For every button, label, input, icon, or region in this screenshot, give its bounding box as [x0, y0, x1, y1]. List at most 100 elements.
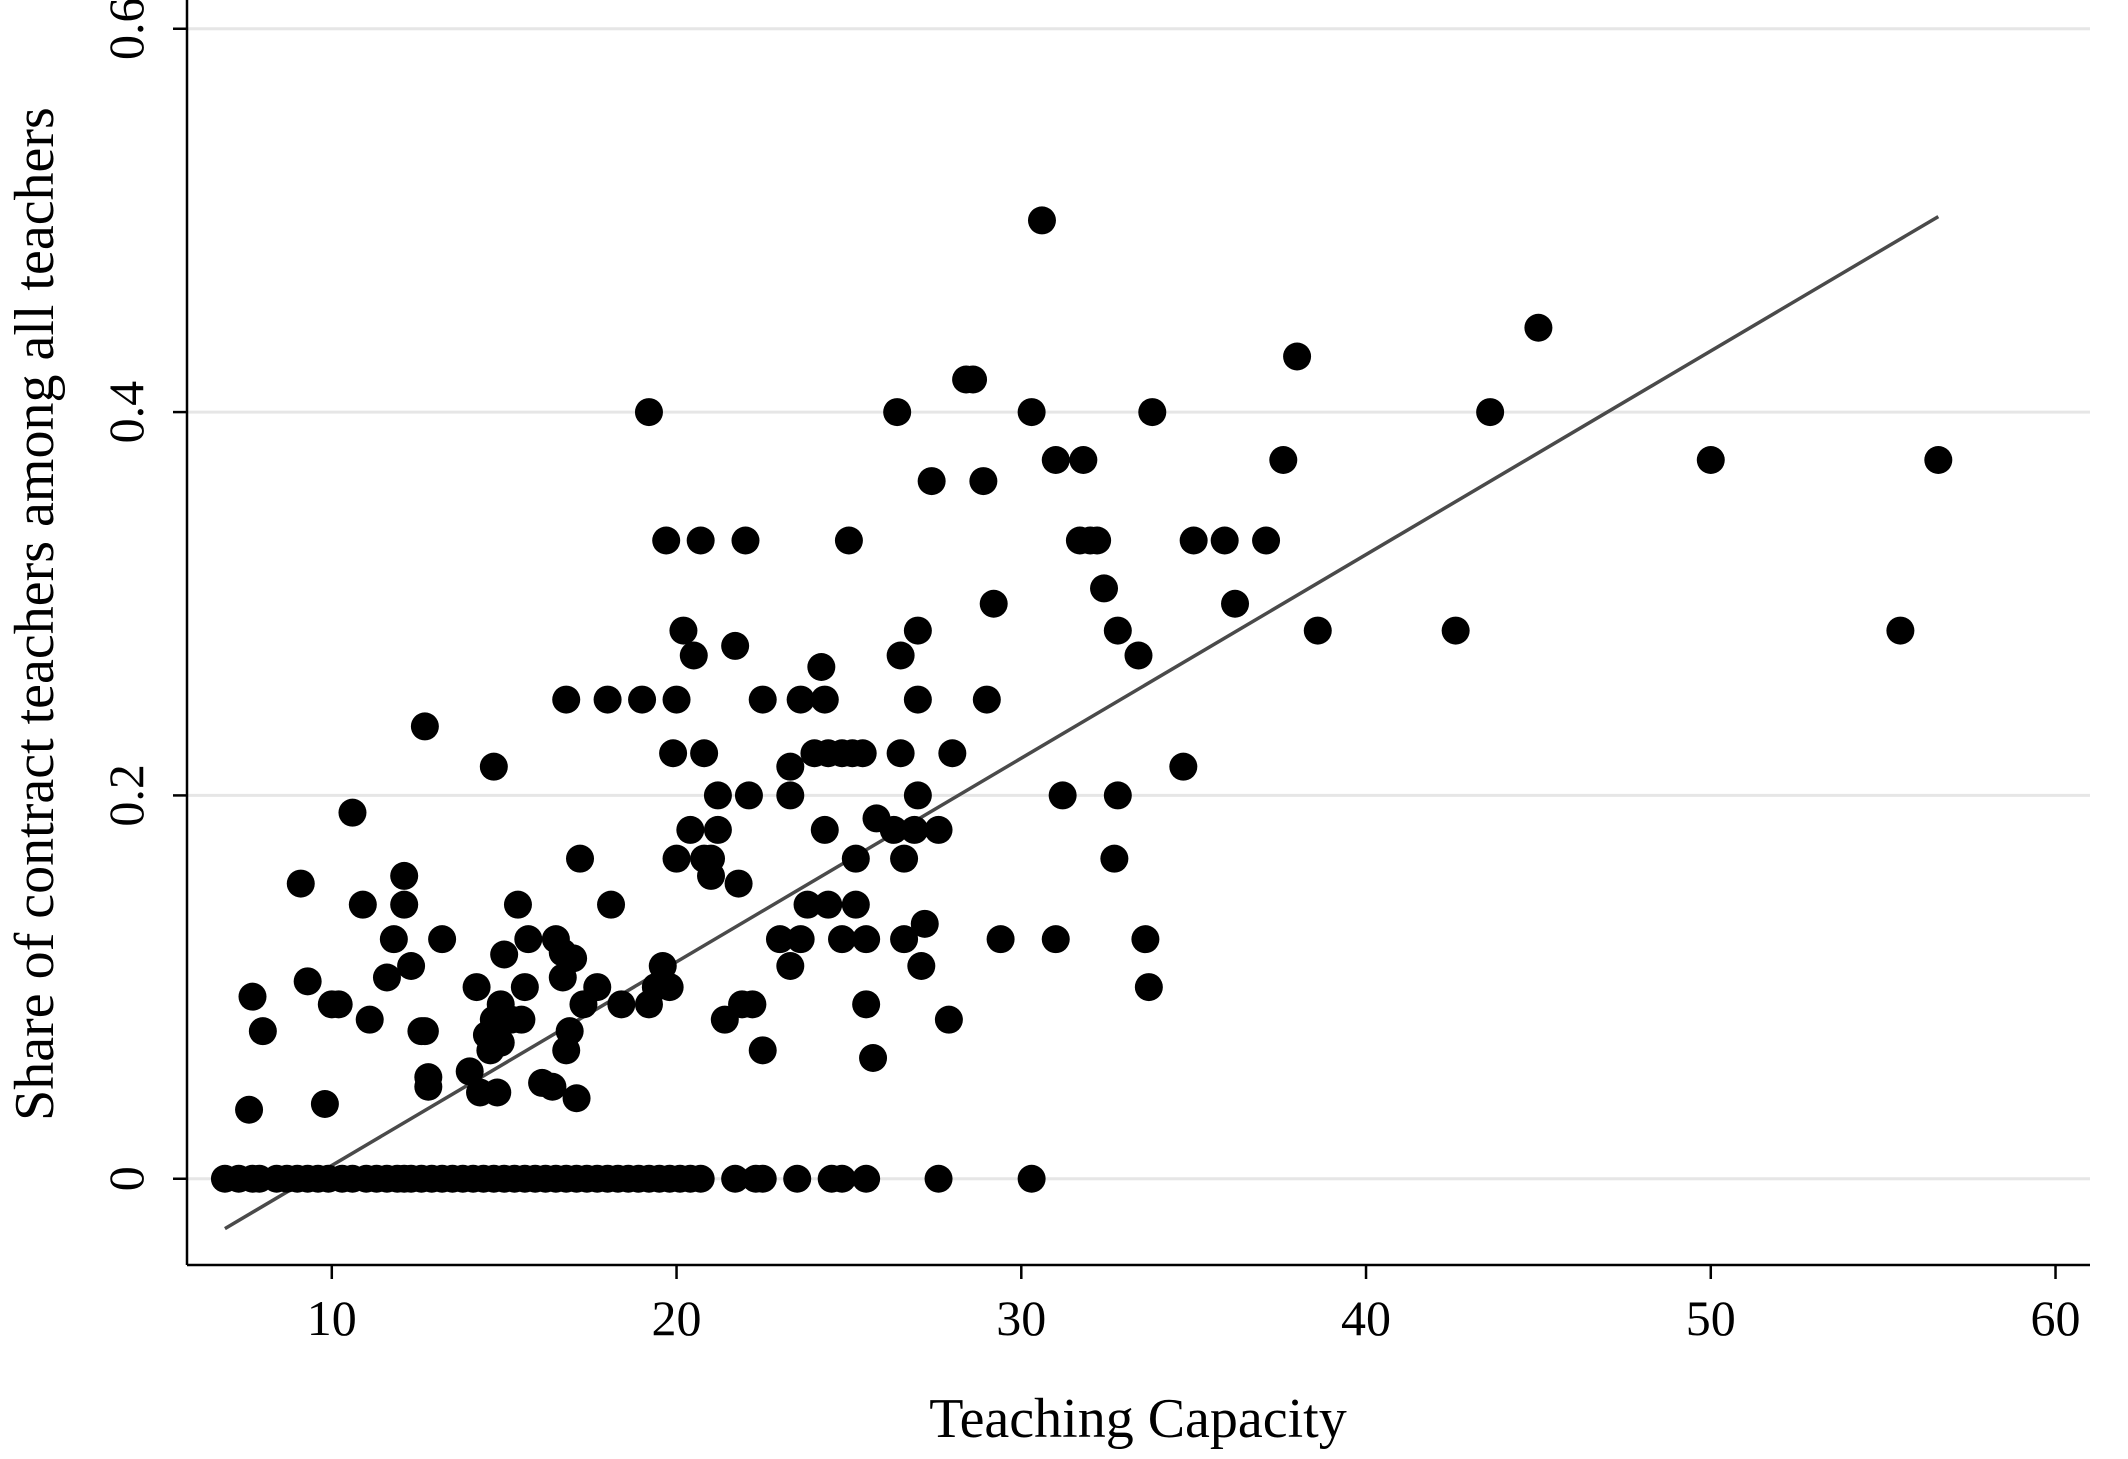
scatter-point [748, 685, 777, 714]
scatter-point [235, 1095, 264, 1124]
scatter-point [979, 589, 1008, 618]
scatter-point [1100, 844, 1129, 873]
scatter-point [852, 1164, 881, 1193]
scatter-point [924, 1164, 953, 1193]
x-axis-title: Teaching Capacity [929, 1388, 1346, 1450]
scatter-point [1696, 446, 1725, 474]
scatter-point [1476, 398, 1505, 427]
scatter-point [1103, 616, 1132, 645]
scatter-point [903, 685, 932, 714]
scatter-point [959, 365, 988, 394]
scatter-point [410, 1017, 439, 1046]
scatter-point [883, 398, 912, 427]
scatter-point [648, 952, 677, 980]
scatter-point [669, 616, 698, 645]
scatter-point [1134, 973, 1163, 1002]
scatter-point [814, 890, 843, 919]
scatter-point [324, 990, 353, 1019]
scatter-point [1169, 752, 1198, 781]
x-tick-label: 30 [996, 1290, 1046, 1346]
scatter-point [490, 940, 519, 969]
scatter-point [738, 990, 767, 1019]
scatter-point [1283, 342, 1312, 371]
scatter-point [1924, 446, 1953, 474]
scatter-point [238, 982, 267, 1011]
scatter-point [676, 815, 705, 844]
scatter-point [810, 685, 839, 714]
scatter-point [721, 1164, 750, 1193]
scatter-point [507, 1005, 536, 1034]
scatter-point [390, 861, 419, 890]
fit-line [224, 215, 1940, 1231]
scatter-point [1048, 781, 1077, 810]
scatter-point [593, 685, 622, 714]
scatter-point [938, 739, 967, 768]
scatter-point [1138, 398, 1167, 427]
ticks: 0 0.2 0.4 0.6 10 20 30 40 50 60 [98, 0, 2081, 1346]
scatter-point [286, 869, 315, 898]
gridlines [187, 27, 2090, 1181]
scatter-point [1041, 446, 1070, 474]
scatter-point [1017, 398, 1046, 427]
scatter-point [1041, 925, 1070, 954]
scatter-point [917, 467, 946, 496]
scatter-point [628, 685, 657, 714]
scatter-point [886, 739, 915, 768]
scatter-point [397, 952, 426, 980]
scatter-point [555, 1017, 584, 1046]
scatter-point [890, 925, 919, 954]
y-axis-title: Share of contract teachers among all tea… [4, 107, 66, 1121]
scatter-point [1269, 446, 1298, 474]
x-tick-label: 40 [1341, 1290, 1391, 1346]
scatter-point [793, 890, 822, 919]
scatter-point [828, 925, 857, 954]
y-tick-label: 0.6 [98, 0, 154, 60]
scatter-point [597, 890, 626, 919]
scatter-point [734, 781, 763, 810]
scatter-point [724, 869, 753, 898]
scatter-point [428, 925, 457, 954]
scatter-point [1210, 526, 1239, 555]
scatter-point [703, 781, 732, 810]
scatter-point [662, 685, 691, 714]
scatter-point [662, 844, 691, 873]
scatter-point [834, 526, 863, 555]
scatter-point [690, 739, 719, 768]
y-tick-label: 0.4 [98, 381, 154, 444]
scatter-point [583, 973, 612, 1002]
scatter-point [1179, 526, 1208, 555]
scatter-point [776, 952, 805, 980]
scatter-point [483, 1078, 512, 1107]
scatter-point [1221, 589, 1250, 618]
scatter-point [934, 1005, 963, 1034]
scatter-point [776, 752, 805, 781]
scatter-point [514, 925, 543, 954]
scatter-point [1131, 925, 1160, 954]
scatter-point [372, 963, 401, 992]
scatter-point [1252, 526, 1281, 555]
scatter-point [848, 739, 877, 768]
scatter-point [338, 798, 367, 827]
scatter-point [886, 641, 915, 670]
scatter-point [566, 844, 595, 873]
x-tick-label: 20 [652, 1290, 702, 1346]
scatter-point [1083, 526, 1112, 555]
scatter-point [721, 631, 750, 660]
scatter-point [879, 815, 908, 844]
scatter-point [607, 990, 636, 1019]
scatter-point [807, 653, 836, 681]
x-tick-label: 10 [307, 1290, 357, 1346]
scatter-point [910, 909, 939, 938]
scatter-point [776, 781, 805, 810]
scatter-point [679, 641, 708, 670]
scatter-point [786, 685, 815, 714]
scatter-point [748, 1164, 777, 1193]
scatter-point [1886, 616, 1915, 645]
scatter-point [841, 890, 870, 919]
scatter-point [655, 973, 684, 1002]
scatter-point [310, 1090, 339, 1118]
scatter-point [462, 973, 491, 1002]
scatter-point [248, 1017, 277, 1046]
scatter-point [348, 890, 377, 919]
